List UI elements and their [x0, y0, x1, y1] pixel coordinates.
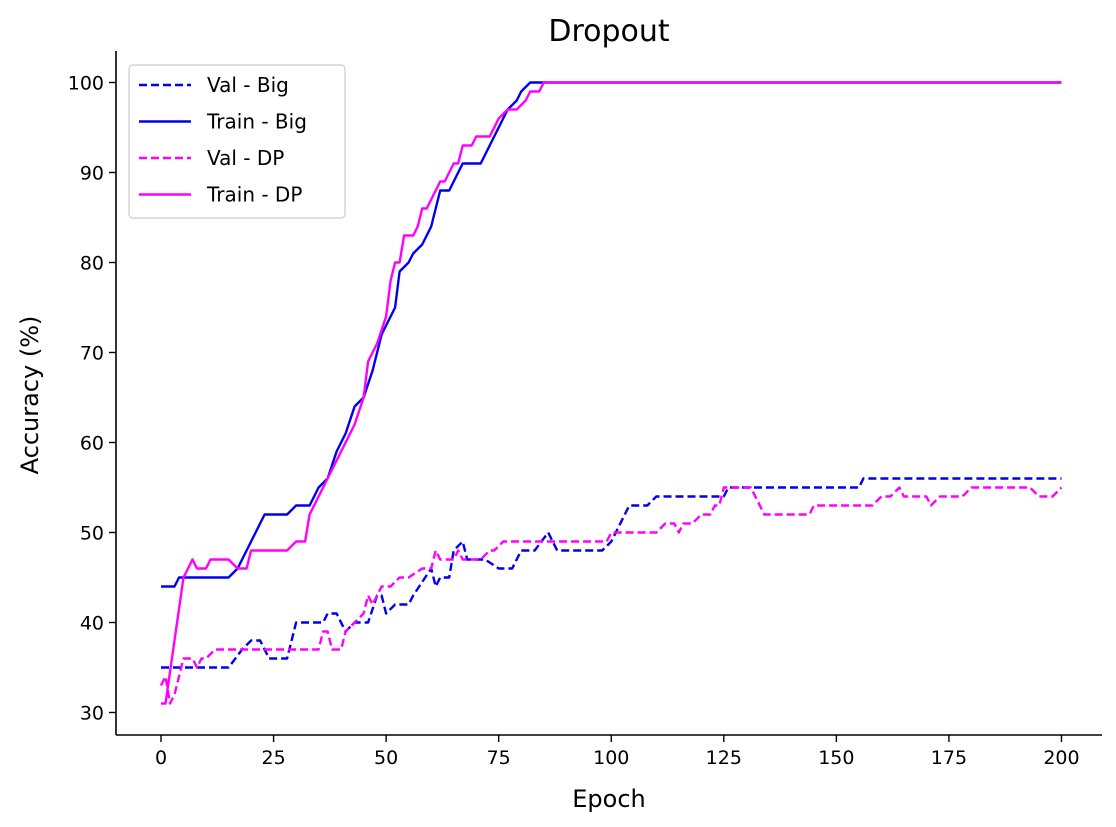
- legend-frame: [128, 64, 346, 219]
- x-tick-label: 25: [261, 747, 285, 769]
- y-tick-label: 30: [80, 703, 104, 725]
- x-axis-ticks: 0 25 50 75 100 125 150 175 200: [155, 735, 1080, 769]
- x-tick-label: 75: [487, 747, 511, 769]
- legend-label: Val - Big: [207, 73, 289, 97]
- x-tick-label: 200: [1043, 747, 1079, 769]
- x-tick-label: 100: [593, 747, 629, 769]
- legend-label: Train - Big: [206, 110, 307, 134]
- chart-title: Dropout: [548, 14, 670, 49]
- y-tick-label: 80: [80, 253, 104, 275]
- legend: Val - Big Train - Big Val - DP Train - DP: [128, 64, 346, 219]
- y-tick-label: 100: [68, 73, 104, 95]
- x-tick-label: 150: [818, 747, 854, 769]
- y-axis-title: Accuracy (%): [16, 316, 44, 475]
- x-tick-label: 175: [931, 747, 967, 769]
- y-axis-ticks: 30 40 50 60 70 80 90 100: [68, 73, 116, 725]
- x-axis-title: Epoch: [572, 785, 646, 813]
- series-line-train-big: [161, 81, 1062, 588]
- series-line-val-big: [161, 477, 1062, 669]
- y-tick-label: 60: [80, 433, 104, 455]
- y-tick-label: 40: [80, 613, 104, 635]
- x-tick-label: 125: [706, 747, 742, 769]
- x-tick-label: 50: [374, 747, 398, 769]
- legend-label: Val - DP: [207, 146, 284, 170]
- y-tick-label: 90: [80, 163, 104, 185]
- series-line-train-dp: [161, 81, 1062, 705]
- legend-label: Train - DP: [206, 183, 302, 207]
- series-layer: [159, 81, 1063, 705]
- x-tick-label: 0: [155, 747, 167, 769]
- y-tick-label: 50: [80, 523, 104, 545]
- series-line-val-dp: [159, 486, 1063, 705]
- y-tick-label: 70: [80, 343, 104, 365]
